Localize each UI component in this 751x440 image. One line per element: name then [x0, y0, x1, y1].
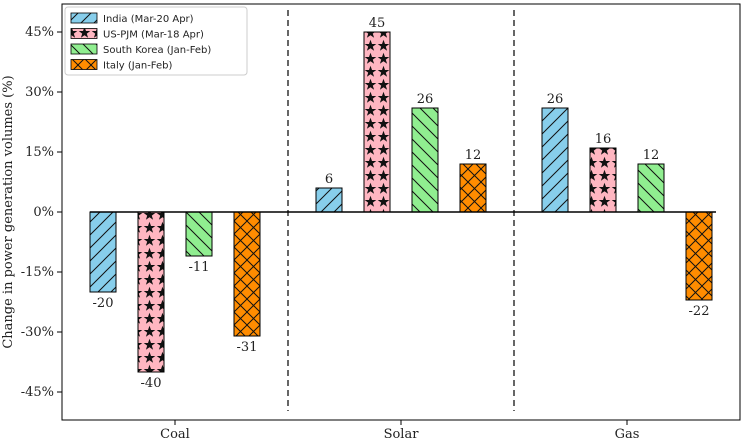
- bar-hatch: [637, 163, 665, 213]
- legend-swatch-hatch: [70, 12, 98, 24]
- data-label: 12: [465, 148, 482, 163]
- legend-swatch-hatch: [70, 28, 98, 39]
- bar-hatch: [363, 31, 391, 213]
- data-label: -20: [93, 296, 114, 311]
- legend-box: [64, 6, 248, 76]
- bar-hatch: [589, 147, 617, 213]
- bar-hatch: [459, 163, 487, 213]
- y-tick-label: 45%: [25, 25, 54, 40]
- legend-swatch-hatch: [70, 43, 98, 55]
- bar-hatch: [541, 107, 569, 213]
- x-tick-label: Coal: [160, 427, 190, 440]
- data-label: 12: [643, 148, 660, 163]
- legend-label: US-PJM (Mar-18 Apr): [103, 30, 204, 41]
- y-axis-title: Change in power generation volumes (%): [1, 75, 16, 348]
- bar-hatch: [89, 211, 117, 293]
- legend-label: South Korea (Jan-Feb): [103, 45, 211, 56]
- y-tick-label: 0%: [33, 205, 54, 220]
- data-label: 16: [595, 132, 612, 147]
- data-label: 45: [369, 16, 386, 31]
- y-tick-label: -15%: [21, 265, 54, 280]
- data-label: 6: [325, 172, 333, 187]
- bar-hatch: [315, 187, 343, 213]
- legend-label: India (Mar-20 Apr): [103, 14, 194, 25]
- x-tick-label: Solar: [384, 427, 420, 440]
- legend-label: Italy (Jan-Feb): [103, 61, 173, 72]
- data-label: -22: [689, 304, 710, 319]
- y-tick-label: -45%: [21, 385, 54, 400]
- data-label: 26: [417, 92, 434, 107]
- x-tick-label: Gas: [615, 427, 640, 440]
- y-tick-label: 30%: [25, 85, 54, 100]
- data-label: -11: [189, 260, 210, 275]
- y-tick-label: -30%: [21, 325, 54, 340]
- data-label: -31: [237, 340, 258, 355]
- y-tick-label: 15%: [25, 145, 54, 160]
- data-label: -40: [141, 376, 162, 391]
- data-label: 26: [547, 92, 564, 107]
- bar-hatch: [185, 211, 213, 257]
- bar-hatch: [233, 211, 261, 337]
- legend-swatch-hatch: [70, 59, 98, 70]
- bar-hatch: [411, 107, 439, 213]
- bar-hatch: [137, 211, 165, 373]
- bar-hatch: [685, 211, 713, 301]
